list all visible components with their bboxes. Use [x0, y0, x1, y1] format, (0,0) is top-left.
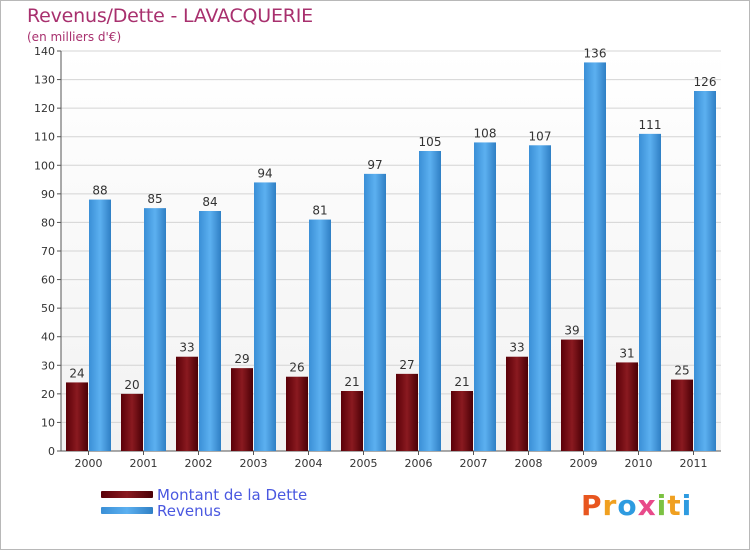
proxiti-logo: Proxiti [581, 489, 692, 522]
y-tick-label: 130 [34, 74, 55, 87]
bar-revenus [529, 145, 551, 452]
bar-debt [671, 379, 693, 451]
legend-label-debt: Montant de la Dette [157, 486, 308, 504]
y-tick-label: 60 [41, 274, 55, 287]
logo-letter: o [617, 489, 638, 522]
y-tick-label: 50 [41, 302, 55, 315]
bar-debt [176, 356, 198, 451]
bar-debt [451, 391, 473, 451]
data-label-debt: 31 [619, 346, 634, 360]
x-tick-label: 2008 [515, 457, 543, 470]
data-label-debt: 29 [234, 352, 249, 366]
bar-revenus [89, 199, 111, 451]
data-label-debt: 20 [124, 378, 139, 392]
data-label-revenus: 85 [147, 192, 162, 206]
bar-debt [121, 393, 143, 451]
y-tick-label: 110 [34, 131, 55, 144]
bar-revenus [144, 208, 166, 451]
bar-debt [396, 373, 418, 451]
bar-revenus [584, 62, 606, 452]
data-label-revenus: 81 [312, 204, 327, 218]
logo-letter: i [656, 489, 668, 522]
data-label-debt: 25 [674, 364, 689, 378]
legend-swatch-debt [101, 491, 153, 498]
data-label-debt: 24 [69, 366, 84, 380]
bar-revenus [474, 142, 496, 451]
y-tick-label: 30 [41, 359, 55, 372]
bar-debt [506, 356, 528, 451]
bar-revenus [639, 133, 661, 451]
data-label-debt: 33 [509, 341, 524, 355]
x-tick-label: 2001 [130, 457, 158, 470]
logo-letter: r [602, 489, 618, 522]
data-label-revenus: 107 [529, 129, 552, 143]
data-label-revenus: 97 [367, 158, 382, 172]
x-tick-label: 2007 [460, 457, 488, 470]
x-tick-label: 2006 [405, 457, 433, 470]
x-tick-label: 2004 [295, 457, 323, 470]
bar-debt [561, 339, 583, 451]
data-label-debt: 21 [344, 375, 359, 389]
bar-debt [616, 362, 638, 451]
data-label-debt: 27 [399, 358, 414, 372]
y-tick-label: 90 [41, 188, 55, 201]
logo-letter: x [637, 489, 657, 522]
logo-letter: t [667, 489, 682, 522]
x-tick-label: 2005 [350, 457, 378, 470]
data-label-debt: 26 [289, 361, 304, 375]
bar-revenus [419, 151, 441, 451]
y-tick-label: 100 [34, 159, 55, 172]
bar-revenus [254, 182, 276, 451]
y-tick-label: 0 [48, 445, 55, 458]
bar-revenus [364, 173, 386, 451]
logo-letter: i [681, 489, 693, 522]
y-tick-label: 10 [41, 416, 55, 429]
y-tick-label: 20 [41, 388, 55, 401]
bar-debt [341, 391, 363, 451]
chart-title: Revenus/Dette - LAVACQUERIE [27, 5, 313, 27]
x-tick-label: 2003 [240, 457, 268, 470]
data-label-revenus: 105 [419, 135, 442, 149]
data-label-revenus: 126 [694, 75, 717, 89]
bar-revenus [694, 91, 716, 451]
y-tick-label: 140 [34, 45, 55, 58]
data-label-revenus: 136 [584, 46, 607, 60]
bar-revenus [199, 211, 221, 451]
data-label-debt: 33 [179, 341, 194, 355]
chart-subtitle: (en milliers d'€) [27, 30, 122, 44]
data-label-debt: 21 [454, 375, 469, 389]
data-label-revenus: 111 [639, 118, 662, 132]
y-tick-label: 120 [34, 102, 55, 115]
legend-swatch-revenus [101, 507, 153, 514]
legend-label-revenus: Revenus [157, 502, 221, 520]
bar-debt [286, 376, 308, 451]
data-label-debt: 39 [564, 324, 579, 338]
x-tick-label: 2009 [570, 457, 598, 470]
bar-revenus [309, 219, 331, 451]
data-label-revenus: 108 [474, 126, 497, 140]
data-label-revenus: 94 [257, 166, 272, 180]
bar-debt [66, 382, 88, 451]
y-tick-label: 40 [41, 331, 55, 344]
data-label-revenus: 88 [92, 184, 107, 198]
y-tick-label: 80 [41, 216, 55, 229]
logo-letter: P [581, 489, 603, 522]
x-tick-label: 2002 [185, 457, 213, 470]
x-tick-label: 2000 [75, 457, 103, 470]
bar-debt [231, 368, 253, 451]
y-tick-label: 70 [41, 245, 55, 258]
x-tick-label: 2010 [625, 457, 653, 470]
data-label-revenus: 84 [202, 195, 217, 209]
x-tick-label: 2011 [680, 457, 708, 470]
